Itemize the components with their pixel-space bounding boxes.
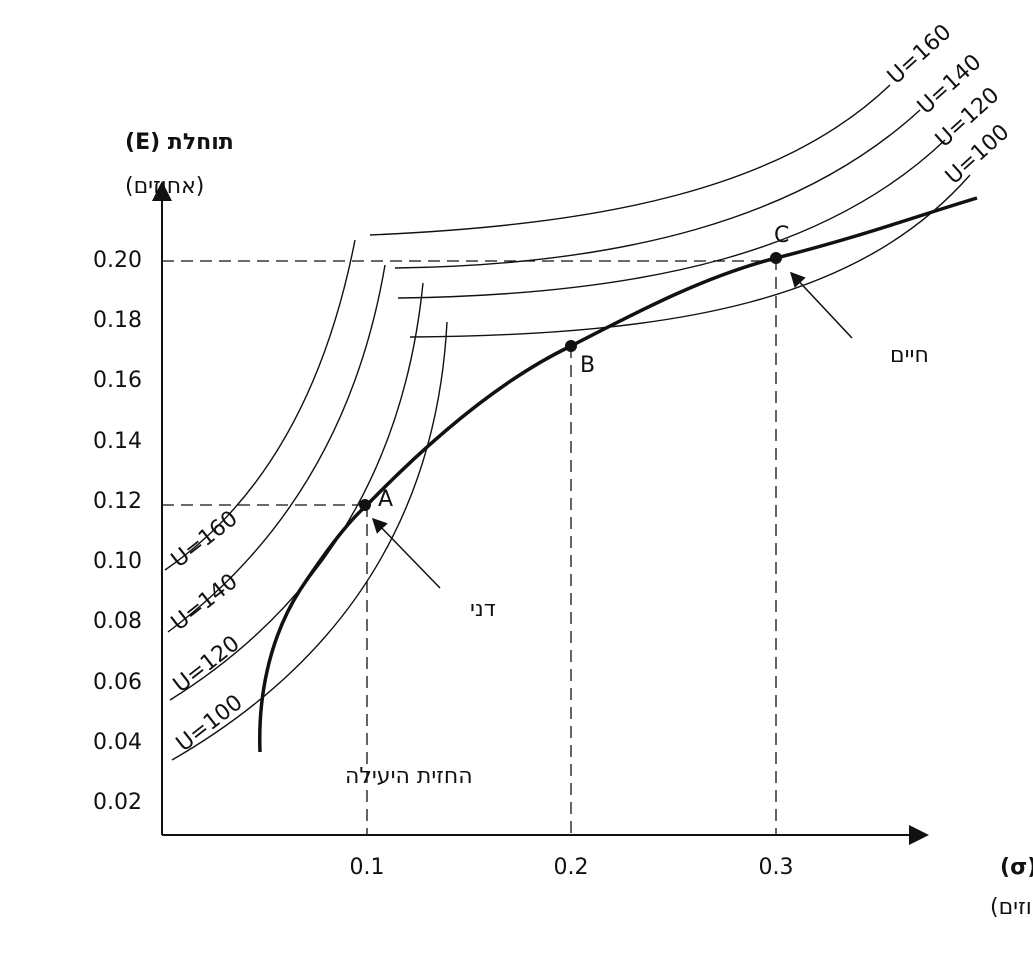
guide-lines xyxy=(162,258,777,835)
point xyxy=(359,499,371,511)
annotation: החזית היעילה xyxy=(345,764,473,789)
indifference-curves xyxy=(164,84,971,761)
y-tick-label: 0.12 xyxy=(93,489,142,514)
y-tick-label: 0.10 xyxy=(93,549,142,574)
x-tick-label: 0.2 xyxy=(554,855,589,880)
curve-label: U=120 xyxy=(169,631,245,698)
point-label: C xyxy=(774,223,789,248)
y-tick-label: 0.18 xyxy=(93,308,142,333)
y-axis-unit: (אחוזים) xyxy=(125,174,204,199)
x-tick-label: 0.1 xyxy=(350,855,385,880)
x-tick-label: 0.3 xyxy=(759,855,794,880)
curve-label: U=100 xyxy=(172,690,248,757)
arrow xyxy=(789,271,853,339)
efficient-frontier xyxy=(258,196,978,753)
y-tick-label: 0.16 xyxy=(93,368,142,393)
arrow xyxy=(371,517,441,589)
point-label: A xyxy=(378,487,393,512)
x-axis-title: סיכון (σ) xyxy=(1000,855,1033,880)
point xyxy=(565,340,577,352)
y-axis-title: תוחלת (E) xyxy=(125,130,234,155)
x-axis-unit: (אחוזים) xyxy=(990,895,1033,920)
y-tick-label: 0.04 xyxy=(93,730,142,755)
point xyxy=(770,252,782,264)
point-label: B xyxy=(580,353,595,378)
annotation: חיים xyxy=(890,343,929,368)
annotation: דני xyxy=(470,597,496,622)
y-tick-label: 0.06 xyxy=(93,670,142,695)
y-tick-label: 0.20 xyxy=(93,248,142,273)
curve-label: U=140 xyxy=(167,569,243,636)
curve-label: U=160 xyxy=(167,506,243,573)
y-tick-label: 0.08 xyxy=(93,609,142,634)
y-tick-label: 0.14 xyxy=(93,429,142,454)
y-tick-label: 0.02 xyxy=(93,790,142,815)
